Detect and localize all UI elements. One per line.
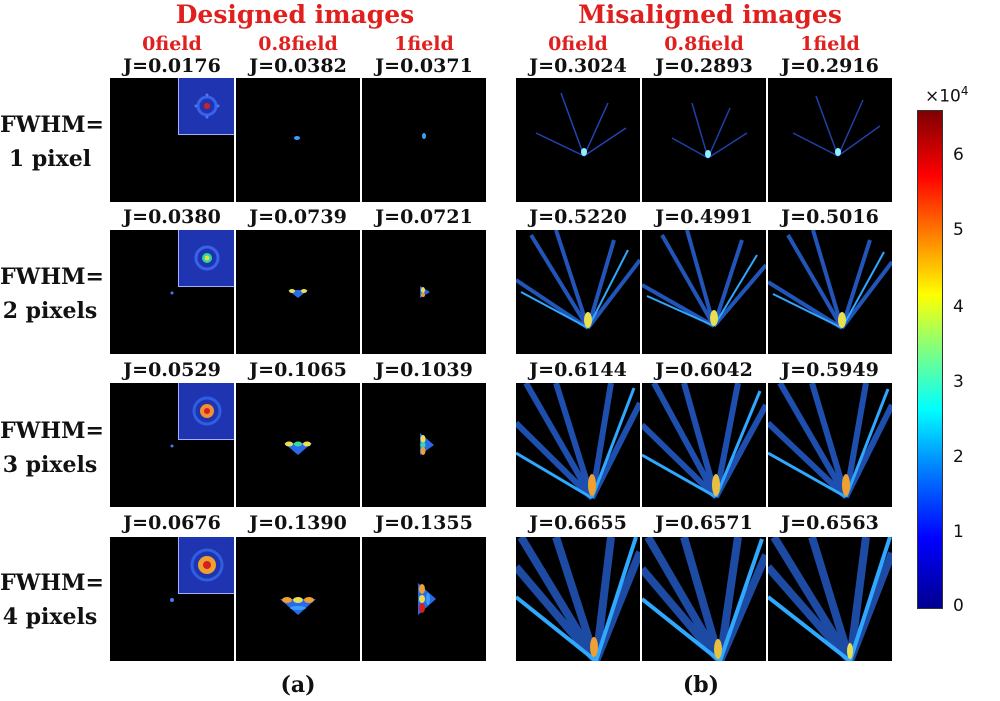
row-label-3-line2: 3 pixels xyxy=(2,452,98,478)
designed-field-label-1: 0.8field xyxy=(258,33,338,55)
j-value: J=0.1390 xyxy=(249,512,347,534)
j-value: J=0.0380 xyxy=(123,206,221,228)
colorbar-tick: 4 xyxy=(953,297,964,317)
designed-psf-panel xyxy=(110,537,234,661)
misaligned-field-label-0: 0field xyxy=(548,33,608,55)
designed-psf-panel xyxy=(236,230,360,354)
colorbar-tick: 1 xyxy=(953,522,964,542)
designed-psf-panel xyxy=(362,78,486,202)
designed-psf-panel xyxy=(110,230,234,354)
j-value: J=0.1065 xyxy=(249,359,347,381)
row-label-3: FWHM= 3 pixels xyxy=(0,414,104,482)
j-value: J=0.1355 xyxy=(375,512,473,534)
j-value: J=0.6042 xyxy=(655,359,753,381)
colorbar-tick: 5 xyxy=(953,220,964,240)
misaligned-psf-panel xyxy=(516,537,640,661)
psf-zoom-inset xyxy=(178,78,234,135)
j-value: J=0.0676 xyxy=(123,512,221,534)
j-value: J=0.0721 xyxy=(375,206,473,228)
psf-zoom-inset xyxy=(178,537,234,594)
misaligned-psf-panel xyxy=(642,383,766,507)
designed-psf-panel xyxy=(110,78,234,202)
j-value: J=0.6655 xyxy=(529,512,627,534)
row-label-4: FWHM= 4 pixels xyxy=(0,566,104,634)
colorbar-tick: 3 xyxy=(953,372,964,392)
row-label-1: FWHM= 1 pixel xyxy=(0,108,104,176)
row-label-3-line1: FWHM= xyxy=(0,418,104,444)
row-label-1-line1: FWHM= xyxy=(0,112,104,138)
designed-psf-panel xyxy=(362,537,486,661)
misaligned-psf-panel xyxy=(516,78,640,202)
designed-field-label-2: 1field xyxy=(394,33,454,55)
psf-zoom-inset xyxy=(178,230,234,287)
misaligned-psf-panel xyxy=(768,230,892,354)
j-value: J=0.0371 xyxy=(375,55,473,77)
designed-psf-panel xyxy=(362,383,486,507)
colorbar-exponent-power: 4 xyxy=(960,84,969,98)
designed-images-title: Designed images xyxy=(175,0,415,29)
j-value: J=0.3024 xyxy=(529,55,627,77)
j-value: J=0.4991 xyxy=(655,206,753,228)
j-value: J=0.2916 xyxy=(781,55,879,77)
psf-zoom-inset xyxy=(178,383,234,440)
j-value: J=0.0382 xyxy=(249,55,347,77)
misaligned-psf-panel xyxy=(516,230,640,354)
misaligned-psf-panel xyxy=(516,383,640,507)
misaligned-psf-panel xyxy=(768,537,892,661)
colorbar-exponent: ×104 xyxy=(925,84,969,107)
misaligned-field-label-2: 1field xyxy=(800,33,860,55)
j-value: J=0.2893 xyxy=(655,55,753,77)
designed-psf-panel xyxy=(110,383,234,507)
designed-psf-panel xyxy=(236,537,360,661)
colorbar xyxy=(917,110,943,609)
misaligned-field-label-1: 0.8field xyxy=(664,33,744,55)
misaligned-psf-panel xyxy=(642,78,766,202)
colorbar-tick: 6 xyxy=(953,145,964,165)
row-label-2-line2: 2 pixels xyxy=(2,298,98,324)
j-value: J=0.6563 xyxy=(781,512,879,534)
designed-field-label-0: 0field xyxy=(142,33,202,55)
j-value: J=0.0529 xyxy=(123,359,221,381)
row-label-1-line2: 1 pixel xyxy=(8,146,92,172)
misaligned-psf-panel xyxy=(768,78,892,202)
row-label-2-line1: FWHM= xyxy=(0,264,104,290)
colorbar-tick: 2 xyxy=(953,447,964,467)
row-label-4-line2: 4 pixels xyxy=(2,604,98,630)
row-label-4-line1: FWHM= xyxy=(0,570,104,596)
designed-psf-panel xyxy=(362,230,486,354)
j-value: J=0.5949 xyxy=(781,359,879,381)
designed-psf-panel xyxy=(236,383,360,507)
caption-b: (b) xyxy=(682,672,720,698)
j-value: J=0.1039 xyxy=(375,359,473,381)
colorbar-exponent-base: ×10 xyxy=(925,86,961,107)
misaligned-psf-panel xyxy=(768,383,892,507)
j-value: J=0.0176 xyxy=(123,55,221,77)
colorbar-tick: 0 xyxy=(953,596,964,616)
misaligned-images-title: Misaligned images xyxy=(578,0,842,29)
misaligned-psf-panel xyxy=(642,230,766,354)
j-value: J=0.5016 xyxy=(781,206,879,228)
j-value: J=0.6571 xyxy=(655,512,753,534)
misaligned-psf-panel xyxy=(642,537,766,661)
designed-psf-panel xyxy=(236,78,360,202)
caption-a: (a) xyxy=(280,672,316,698)
row-label-2: FWHM= 2 pixels xyxy=(0,260,104,328)
j-value: J=0.0739 xyxy=(249,206,347,228)
j-value: J=0.5220 xyxy=(529,206,627,228)
j-value: J=0.6144 xyxy=(529,359,627,381)
